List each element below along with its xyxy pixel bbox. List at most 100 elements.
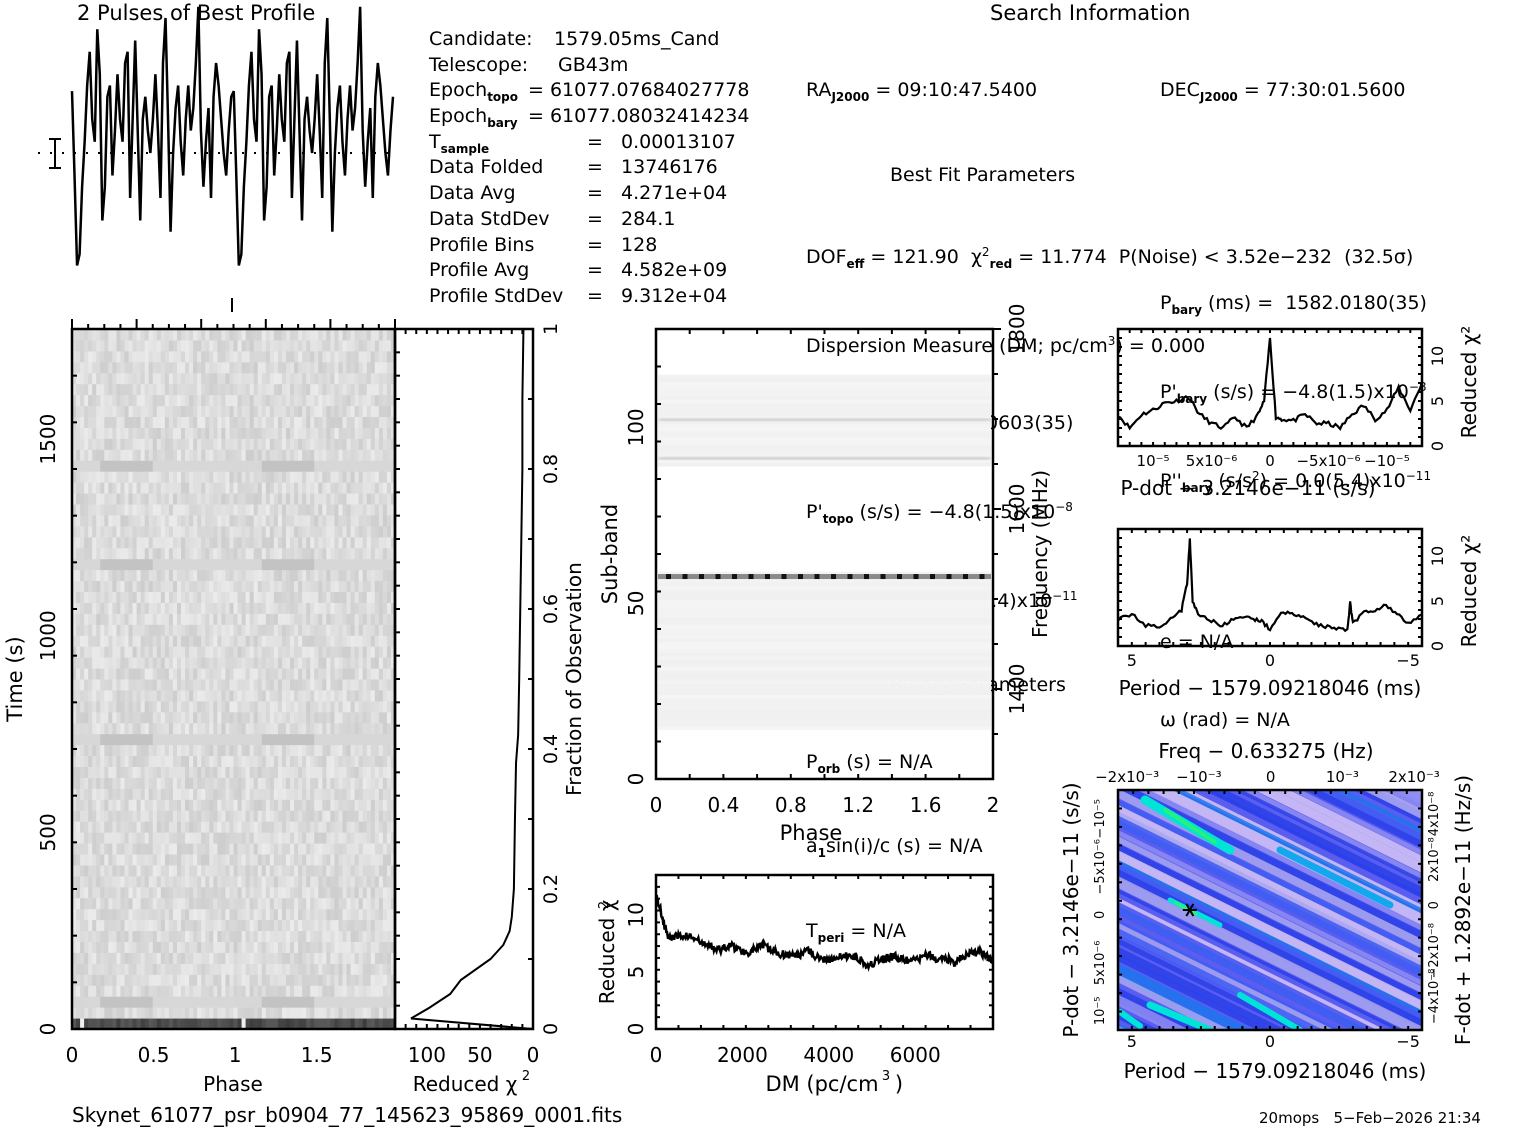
heatmap-cell <box>209 536 214 549</box>
heatmap-cell <box>160 416 166 428</box>
heatmap-cell <box>253 493 259 505</box>
heatmap-cell <box>124 766 130 778</box>
heatmap-cell <box>128 536 134 549</box>
heatmap-cell <box>390 821 396 833</box>
heatmap-cell <box>221 689 226 702</box>
heatmap-cell <box>96 974 101 986</box>
heatmap-cell <box>249 919 255 932</box>
heatmap-cell <box>168 405 174 417</box>
heatmap-cell <box>144 919 150 932</box>
heatmap-cell <box>249 777 255 789</box>
heatmap-cell <box>152 996 158 1008</box>
heatmap-cell <box>322 1007 327 1019</box>
heatmap-cell <box>160 799 166 811</box>
heatmap-cell <box>148 460 154 472</box>
heatmap-cell <box>294 427 299 439</box>
heatmap-cell <box>310 843 315 855</box>
heatmap-cell <box>326 799 331 811</box>
heatmap-cell <box>334 635 339 647</box>
heatmap-cell <box>342 624 348 636</box>
heatmap-cell <box>201 350 206 363</box>
heatmap-cell <box>314 646 319 658</box>
heatmap-cell <box>261 766 267 778</box>
heatmap-cell <box>193 985 198 997</box>
heatmap-cell <box>136 799 142 811</box>
heatmap-cell <box>140 405 146 417</box>
heatmap-cell <box>261 525 267 538</box>
heatmap-cell <box>281 427 287 439</box>
heatmap-cell <box>84 504 89 516</box>
heatmap-cell <box>366 908 372 921</box>
heatmap-cell <box>326 854 331 866</box>
heatmap-cell <box>350 558 356 571</box>
heatmap-cell <box>342 668 348 680</box>
heatmap-cell <box>273 985 279 997</box>
heatmap-cell <box>362 547 368 560</box>
heatmap-cell <box>237 974 243 986</box>
heatmap-cell <box>378 1018 384 1030</box>
heatmap-cell <box>229 635 234 647</box>
heatmap-cell <box>233 504 239 516</box>
heatmap-cell <box>241 580 247 592</box>
heatmap-cell <box>253 974 259 986</box>
heatmap-cell <box>100 897 105 910</box>
heatmap-cell <box>229 449 234 461</box>
heatmap-cell <box>148 996 154 1008</box>
dec-value: 77:30:01.5600 <box>1265 79 1406 102</box>
heatmap-cell <box>108 733 113 746</box>
heatmap-cell <box>164 350 170 363</box>
heatmap-cell <box>152 766 158 778</box>
heatmap-cell <box>277 766 283 778</box>
heatmap-cell <box>225 361 230 374</box>
heatmap-cell <box>354 777 360 789</box>
heatmap-cell <box>374 657 380 669</box>
heatmap-cell <box>382 930 388 942</box>
heatmap-cell <box>209 569 214 582</box>
heatmap-cell <box>88 471 93 483</box>
heatmap-cell <box>124 438 130 450</box>
heatmap-cell <box>229 722 234 735</box>
heatmap-cell <box>378 525 384 538</box>
heatmap-cell <box>370 558 376 571</box>
heatmap-cell <box>354 919 360 932</box>
heatmap-cell <box>225 711 230 724</box>
heatmap-cell <box>277 886 283 899</box>
heatmap-cell <box>382 613 388 625</box>
heatmap-cell <box>104 930 109 942</box>
heatmap-cell <box>265 547 271 560</box>
heatmap-cell <box>164 1018 170 1030</box>
heatmap-cell <box>104 361 109 374</box>
heatmap-cell <box>164 711 170 724</box>
heatmap-cell <box>233 460 239 472</box>
heatmap-cell <box>318 952 323 964</box>
heatmap-cell <box>322 854 327 866</box>
heatmap-cell <box>342 646 348 658</box>
heatmap-cell <box>225 766 230 778</box>
heatmap-cell <box>197 547 202 560</box>
heatmap-cell <box>281 766 287 778</box>
heatmap-cell <box>160 755 166 767</box>
heatmap-cell <box>221 482 226 494</box>
heatmap-cell <box>310 722 315 735</box>
heatmap-cell <box>80 438 85 450</box>
heatmap-cell <box>277 438 283 450</box>
heatmap-cell <box>390 1007 396 1019</box>
heatmap-cell <box>152 504 158 516</box>
heatmap-cell <box>233 416 239 428</box>
heatmap-cell <box>366 952 372 964</box>
heatmap-cell <box>76 821 81 833</box>
heatmap-cell <box>261 602 267 614</box>
heatmap-cell <box>140 493 146 505</box>
heatmap-cell <box>294 416 299 428</box>
heatmap-cell <box>80 668 85 680</box>
heatmap-cell <box>342 514 348 527</box>
heatmap-cell <box>112 886 117 899</box>
heatmap-cell <box>334 482 339 494</box>
heatmap-cell <box>366 700 372 713</box>
heatmap-cell <box>88 635 93 647</box>
heatmap-cell <box>116 449 121 461</box>
heatmap-cell <box>366 854 372 866</box>
heatmap-cell <box>201 558 206 571</box>
heatmap-cell <box>104 843 109 855</box>
